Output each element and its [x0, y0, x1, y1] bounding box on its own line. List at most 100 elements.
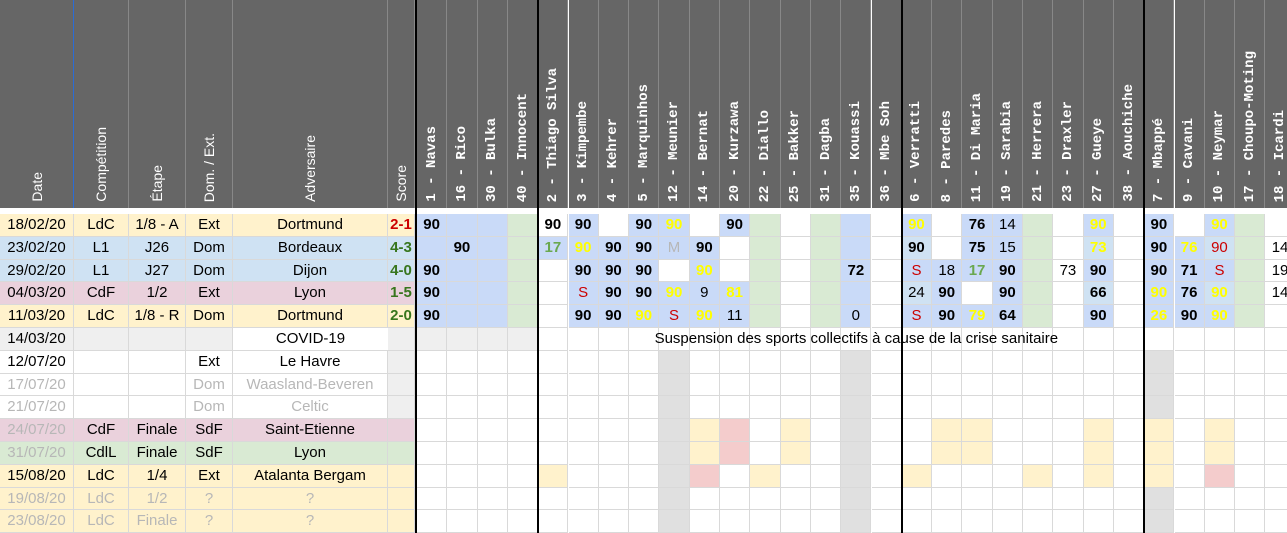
- cell-score[interactable]: [388, 350, 415, 374]
- minutes-cell: [841, 510, 872, 533]
- minutes-cell: [992, 487, 1023, 511]
- minutes-cell: [810, 373, 842, 397]
- minutes-cell: 90: [720, 214, 751, 237]
- cell-score[interactable]: [388, 419, 415, 442]
- minutes-cell: [1265, 305, 1287, 328]
- header-player[interactable]: 38 - Aouchiche: [1113, 0, 1145, 208]
- header-player[interactable]: 22 - Diallo: [750, 0, 781, 208]
- cell-opponent[interactable]: Lyon: [233, 442, 388, 465]
- cell-score[interactable]: 2-1: [388, 214, 415, 237]
- cell-competition: LdC: [74, 305, 129, 328]
- header-player[interactable]: 4 - Kehrer: [598, 0, 630, 208]
- header-player[interactable]: 5 - Marquinhos: [629, 0, 660, 208]
- minutes-cell: 90: [932, 282, 963, 306]
- header-competition[interactable]: Compétition: [74, 0, 129, 208]
- cell-opponent[interactable]: Waasland-Beveren: [233, 373, 388, 397]
- header-player[interactable]: 30 - Bulka: [477, 0, 508, 208]
- minutes-cell: [841, 350, 872, 374]
- cell-score[interactable]: [388, 396, 415, 420]
- cell-score[interactable]: 2-0: [388, 305, 415, 328]
- header-player[interactable]: 3 - Kimpembe: [568, 0, 599, 208]
- header-player[interactable]: 8 - Paredes: [932, 0, 963, 208]
- cell-opponent[interactable]: Le Havre: [233, 350, 388, 374]
- cell-score[interactable]: [388, 510, 415, 533]
- cell-opponent[interactable]: Celtic: [233, 396, 388, 420]
- cell-opponent[interactable]: ?: [233, 510, 388, 533]
- header-player[interactable]: 35 - Kouassi: [841, 0, 872, 208]
- header-player[interactable]: 23 - Draxler: [1053, 0, 1084, 208]
- header-player[interactable]: 25 - Bakker: [780, 0, 811, 208]
- header-score[interactable]: Score: [388, 0, 415, 208]
- cell-score[interactable]: 4-3: [388, 236, 415, 260]
- header-player[interactable]: 17 - Choupo-Moting: [1235, 0, 1266, 208]
- minutes-cell: 17: [962, 259, 993, 283]
- header-player[interactable]: 1 - Navas: [417, 0, 448, 208]
- cell-opponent[interactable]: ?: [233, 487, 388, 511]
- header-player[interactable]: 7 - Mbappé: [1144, 0, 1175, 208]
- cell-score[interactable]: [388, 373, 415, 397]
- minutes-cell: [568, 442, 599, 465]
- cell-opponent[interactable]: Saint-Etienne: [233, 419, 388, 442]
- header-player[interactable]: 40 - Innocent: [507, 0, 539, 208]
- cell-date: 04/03/20: [0, 282, 74, 306]
- cell-score[interactable]: [388, 487, 415, 511]
- cell-opponent[interactable]: Atalanta Bergam: [233, 464, 388, 488]
- cell-score[interactable]: [388, 464, 415, 488]
- header-player[interactable]: 11 - Di Maria: [962, 0, 993, 208]
- minutes-cell: [1023, 373, 1054, 397]
- minutes-cell: 90: [417, 214, 448, 237]
- header-venue[interactable]: Dom. / Ext.: [186, 0, 233, 208]
- header-opponent-label: Adversaire: [302, 135, 318, 202]
- cell-opponent[interactable]: Dortmund: [233, 214, 388, 237]
- header-player[interactable]: 27 - Gueye: [1083, 0, 1114, 208]
- header-player[interactable]: 6 - Verratti: [901, 0, 933, 208]
- header-player[interactable]: 20 - Kurzawa: [720, 0, 751, 208]
- header-player[interactable]: 2 - Thiago Silva: [538, 0, 569, 208]
- header-opponent[interactable]: Adversaire: [233, 0, 388, 208]
- minutes-cell: [1053, 464, 1084, 488]
- header-player[interactable]: 14 - Bernat: [689, 0, 720, 208]
- cell-opponent[interactable]: Bordeaux: [233, 236, 388, 260]
- header-player[interactable]: 19 - Sarabia: [992, 0, 1023, 208]
- cell-score[interactable]: [388, 442, 415, 465]
- minutes-cell: 90: [629, 214, 660, 237]
- cell-opponent[interactable]: COVID-19: [233, 328, 389, 351]
- cell-venue: Dom: [186, 396, 233, 420]
- cell-score[interactable]: 4-0: [388, 259, 415, 283]
- header-player[interactable]: 16 - Rico: [447, 0, 478, 208]
- minutes-cell: [629, 442, 660, 465]
- minutes-cell: [901, 350, 933, 374]
- minutes-cell: [1113, 350, 1145, 374]
- cell-score[interactable]: [388, 328, 415, 351]
- minutes-cell: [1265, 510, 1287, 533]
- minutes-cell: [447, 487, 478, 511]
- minutes-cell: [1023, 214, 1054, 237]
- header-player[interactable]: 9 - Cavani: [1174, 0, 1205, 208]
- player-name-label: 3 - Kimpembe: [575, 101, 592, 202]
- minutes-cell: [629, 419, 660, 442]
- cell-opponent[interactable]: Lyon: [233, 282, 388, 306]
- minutes-cell: [689, 350, 720, 374]
- header-player[interactable]: 36 - Mbe Soh: [871, 0, 902, 208]
- header-player[interactable]: 21 - Herrera: [1023, 0, 1054, 208]
- header-player[interactable]: 18 - Icardi: [1265, 0, 1287, 208]
- minutes-cell: [507, 510, 539, 533]
- minutes-cell: 73: [1083, 236, 1114, 260]
- minutes-cell: 90: [1144, 214, 1175, 237]
- cell-score[interactable]: 1-5: [388, 282, 415, 306]
- player-name-label: 10 - Neymar: [1211, 109, 1228, 202]
- minutes-cell: [538, 350, 569, 374]
- cell-opponent[interactable]: Dijon: [233, 259, 388, 283]
- column-separator: [537, 0, 540, 533]
- minutes-cell: [720, 328, 751, 351]
- minutes-cell: [1083, 442, 1114, 465]
- header-player[interactable]: 31 - Dagba: [810, 0, 842, 208]
- cell-opponent[interactable]: Dortmund: [233, 305, 388, 328]
- header-date[interactable]: Date: [0, 0, 74, 208]
- header-stage[interactable]: Étape: [129, 0, 186, 208]
- minutes-cell: [1144, 350, 1175, 374]
- cell-stage: 1/8 - A: [129, 214, 186, 237]
- header-player[interactable]: 12 - Meunier: [659, 0, 690, 208]
- header-player[interactable]: 10 - Neymar: [1204, 0, 1236, 208]
